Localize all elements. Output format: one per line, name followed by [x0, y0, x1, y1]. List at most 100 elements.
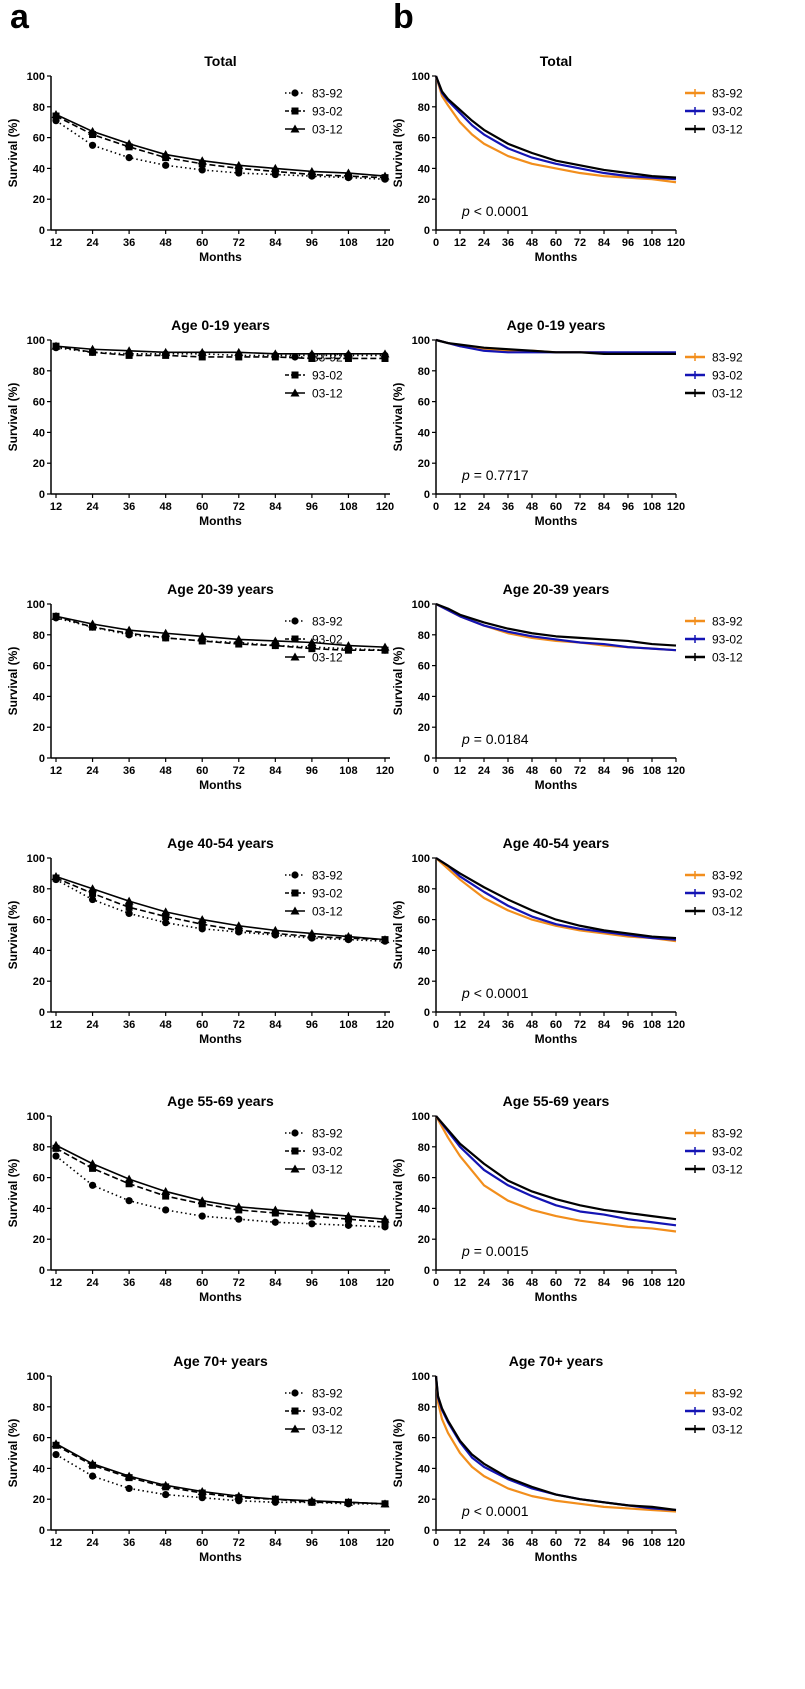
chart-title: Total	[204, 53, 236, 69]
data-point	[88, 1159, 98, 1168]
y-tick-label: 0	[39, 1265, 45, 1277]
x-tick-label: 48	[160, 237, 172, 249]
p-symbol: p	[461, 731, 474, 747]
data-point	[308, 1220, 316, 1228]
chart-title: Age 70+ years	[173, 1353, 268, 1369]
chart-title: Age 20-39 years	[503, 581, 610, 597]
x-tick-label: 12	[454, 1277, 466, 1289]
x-tick-label: 120	[376, 765, 394, 777]
legend-label: 93-02	[712, 105, 743, 119]
x-tick-label: 24	[86, 501, 99, 513]
y-tick-label: 100	[412, 853, 430, 865]
chart-a-1: Total 0 20 40 60 80 100 12 24 36 48 60 72 84 96 108 120 M…	[6, 53, 394, 264]
survival-curve	[435, 602, 677, 647]
data-point	[380, 935, 390, 944]
data-point	[380, 171, 390, 180]
data-point	[380, 1214, 390, 1223]
data-point	[162, 161, 170, 169]
x-axis-label: Months	[199, 514, 242, 528]
x-axis-label: Months	[199, 1032, 242, 1046]
data-point	[198, 1212, 206, 1220]
data-point	[234, 160, 244, 169]
legend-item: 93-02	[685, 887, 743, 901]
x-tick-label: 108	[339, 765, 357, 777]
p-symbol: p	[461, 1243, 474, 1259]
y-tick-label: 80	[33, 884, 45, 896]
x-tick-label: 96	[306, 237, 318, 249]
legend: 83-92 93-02 03-12	[285, 869, 343, 919]
x-tick-label: 84	[598, 237, 611, 249]
data-point	[162, 913, 170, 921]
series-line	[55, 345, 385, 360]
series-line	[55, 119, 386, 180]
y-tick-label: 20	[33, 1494, 45, 1506]
y-tick-label: 40	[33, 691, 45, 703]
y-tick-label: 60	[33, 915, 45, 927]
x-tick-label: 48	[160, 1277, 172, 1289]
x-axis-label: Months	[535, 778, 578, 792]
y-tick-label: 20	[418, 458, 430, 470]
x-tick-label: 36	[502, 501, 514, 513]
y-tick-label: 80	[418, 884, 430, 896]
x-tick-label: 36	[502, 1277, 514, 1289]
data-point	[124, 139, 134, 148]
x-tick-label: 12	[50, 1537, 62, 1549]
y-tick-label: 0	[39, 225, 45, 237]
p-value-text: = 0.7717	[474, 467, 529, 483]
legend-item: 93-02	[685, 1145, 743, 1159]
p-value-annotation: p < 0.0001	[461, 203, 529, 219]
y-tick-label: 60	[418, 661, 430, 673]
x-tick-label: 48	[160, 501, 172, 513]
x-tick-label: 72	[574, 765, 586, 777]
legend: 83-92 93-02 03-12	[285, 1387, 343, 1437]
legend-label: 03-12	[712, 123, 743, 137]
data-point	[89, 889, 97, 897]
data-point	[198, 166, 206, 174]
y-axis-label: Survival (%)	[6, 1159, 20, 1228]
legend-item: 03-12	[685, 1163, 743, 1177]
data-point	[161, 150, 171, 159]
x-axis-label: Months	[199, 1290, 242, 1304]
data-point	[88, 344, 98, 353]
data-point	[270, 1205, 280, 1214]
data-point	[198, 353, 206, 361]
panel-label-a: a	[10, 0, 29, 36]
y-tick-label: 20	[418, 1234, 430, 1246]
legend: 83-92 93-02 03-12	[285, 87, 343, 137]
data-point	[51, 1439, 61, 1448]
data-point	[234, 634, 244, 643]
chart-a-2: Age 0-19 years 0 20 40 60 80 100 12 24 36 48 60 72 84…	[6, 317, 394, 528]
data-point	[343, 1211, 353, 1220]
x-tick-label: 108	[643, 765, 661, 777]
y-tick-label: 20	[33, 976, 45, 988]
legend-marker	[291, 1147, 299, 1155]
legend-marker	[291, 89, 299, 97]
data-point	[88, 1459, 98, 1468]
y-tick-label: 0	[424, 225, 430, 237]
data-point	[308, 645, 316, 653]
legend-item: 03-12	[285, 387, 343, 401]
x-tick-label: 48	[160, 765, 172, 777]
legend: 83-92 93-02 03-12	[685, 1387, 743, 1437]
data-point	[51, 871, 61, 880]
legend-item: 93-02	[285, 1405, 343, 1419]
series-line	[55, 877, 386, 941]
y-axis-label: Survival (%)	[6, 901, 20, 970]
y-axis-label: Survival (%)	[391, 647, 405, 716]
p-value-text: < 0.0001	[474, 1503, 529, 1519]
x-tick-label: 60	[196, 237, 208, 249]
x-tick-label: 36	[502, 1019, 514, 1031]
data-point	[343, 932, 353, 941]
legend-label: 03-12	[312, 905, 343, 919]
series-line	[55, 615, 385, 652]
legend-item: 93-02	[685, 633, 743, 647]
legend-label: 03-12	[712, 387, 743, 401]
series-93-02	[434, 75, 677, 181]
x-tick-label: 120	[667, 1277, 685, 1289]
data-point	[124, 1174, 134, 1183]
legend-item: 03-12	[285, 1163, 343, 1177]
data-point	[88, 141, 97, 149]
y-tick-label: 40	[418, 1203, 430, 1215]
survival-curve	[434, 75, 677, 179]
data-point	[344, 354, 352, 362]
